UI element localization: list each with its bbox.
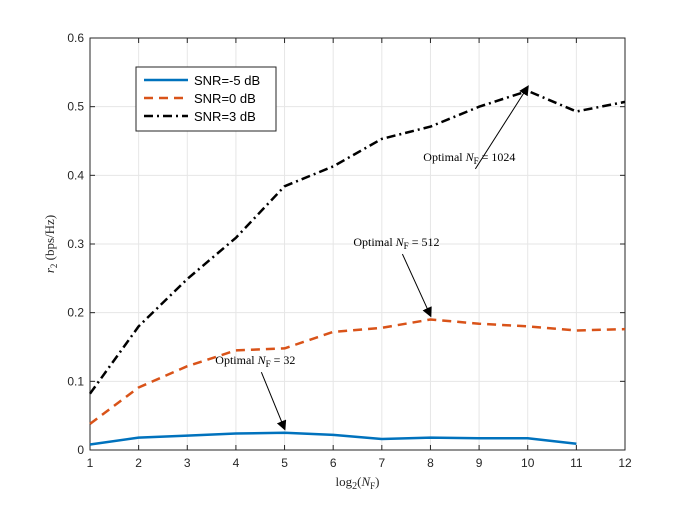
annotations: Optimal NF = 32 Optimal NF = 512 Optimal N… [215,85,529,431]
x-tick-label: 12 [618,456,632,470]
x-axis-label: log2(NF) [336,474,380,492]
legend-label: SNR=0 dB [194,91,256,106]
x-tick-label: 9 [476,456,483,470]
x-tick-label: 11 [570,456,583,470]
x-tick-label: 10 [521,456,535,470]
x-tick-label: 3 [184,456,191,470]
y-tick-label: 0 [77,443,84,457]
annotation-label: Optimal NF = 32 [215,353,295,369]
x-tick-label: 1 [87,456,94,470]
y-tick-label: 0.4 [67,168,84,182]
annotation-label: Optimal NF = 512 [353,235,439,251]
x-tick-label: 6 [330,456,337,470]
x-tick-label: 2 [135,456,142,470]
series-line-1 [89,318,626,425]
legend-label: SNR=3 dB [194,109,256,124]
legend-label: SNR=-5 dB [194,73,260,88]
y-tick-label: 0.5 [67,100,84,114]
x-tick-label: 8 [427,456,434,470]
y-tick-label: 0.1 [67,374,84,388]
annotation-label: Optimal NF = 1024 [423,150,515,166]
x-tick-label: 7 [378,456,385,470]
y-tick-label: 0.6 [67,31,84,45]
annotation-arrow [401,253,432,318]
annotation-arrow [260,371,287,431]
legend: SNR=-5 dB SNR=0 dB SNR=3 dB [135,66,277,132]
x-tick-label: 5 [281,456,288,470]
series-line-0 [89,431,577,446]
y-tick-label: 0.2 [67,306,84,320]
legend-box [135,66,277,132]
y-tick-label: 0.3 [67,237,84,251]
annotation-arrow [474,85,529,170]
series-lines [88,89,626,446]
x-tick-label: 4 [233,456,240,470]
y-axis-label: r2 (bps/Hz) [42,215,59,273]
series-line-2 [88,89,626,395]
